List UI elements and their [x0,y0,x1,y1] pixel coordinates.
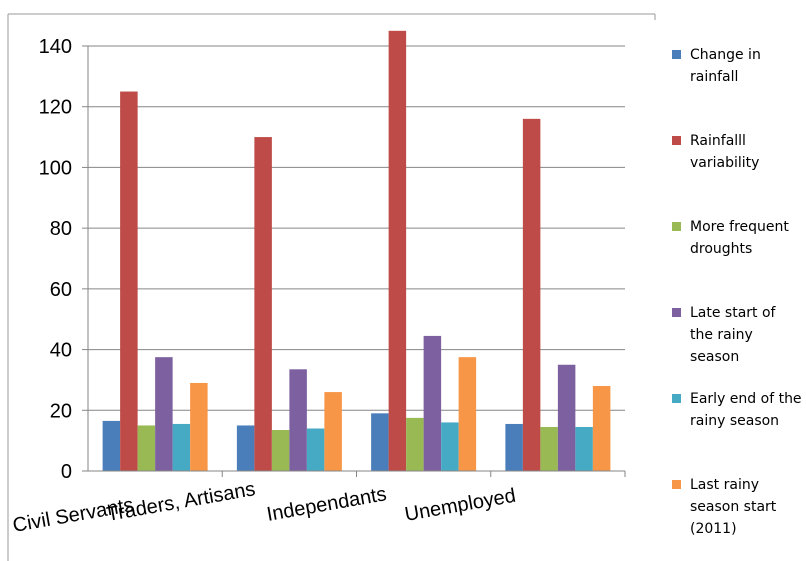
y-tick-label: 100 [39,157,72,179]
y-tick-label: 120 [39,97,72,119]
gridlines [88,45,625,411]
bar [306,428,325,471]
legend-label: Late start of the rainy season [690,305,776,365]
bar [324,392,342,471]
bar [371,413,389,471]
y-tick-label: 140 [39,36,72,58]
bar [236,425,255,471]
bar [289,369,307,471]
legend-label: Early end of the rainy season [690,391,802,429]
bar [540,426,558,471]
legend-swatch [672,136,681,145]
bar [190,382,208,471]
legend-swatch [672,308,681,317]
legend-label: Change in rainfall [690,47,761,85]
legend-swatch [672,480,681,489]
bar [575,426,593,471]
legend-swatch [672,222,681,231]
bar [388,30,407,471]
bars [102,30,611,472]
legend-label: Rainfalll variability [690,133,760,171]
y-tick-label: 20 [50,400,72,422]
legend-label: More frequent droughts [690,219,789,257]
bar [441,422,459,471]
axes [82,45,626,477]
legend-swatch [672,394,681,403]
bar [155,357,173,471]
x-category-label: Independants [265,483,388,526]
bar [120,91,138,472]
bar [557,364,576,471]
bar [102,420,121,471]
bar [522,118,541,471]
bar [254,137,272,472]
bar [592,386,611,471]
bar [271,430,290,471]
y-tick-label: 60 [50,279,72,301]
y-axis-tick-labels: 0 20 40 60 80 100 120 140 [39,36,72,483]
y-tick-label: 40 [50,340,72,362]
bar [505,423,523,471]
bar [172,423,191,471]
y-tick-label: 0 [61,461,72,483]
legend-swatch [672,50,681,59]
legend-label: Last rainy season start (2011) [690,477,777,537]
y-tick-label: 80 [50,218,72,240]
x-category-label: Traders, Artisans [105,478,257,526]
x-category-label: Unemployed [403,485,517,526]
bar [406,417,424,471]
bar [458,357,477,471]
bar [423,335,442,471]
bar [137,425,156,471]
